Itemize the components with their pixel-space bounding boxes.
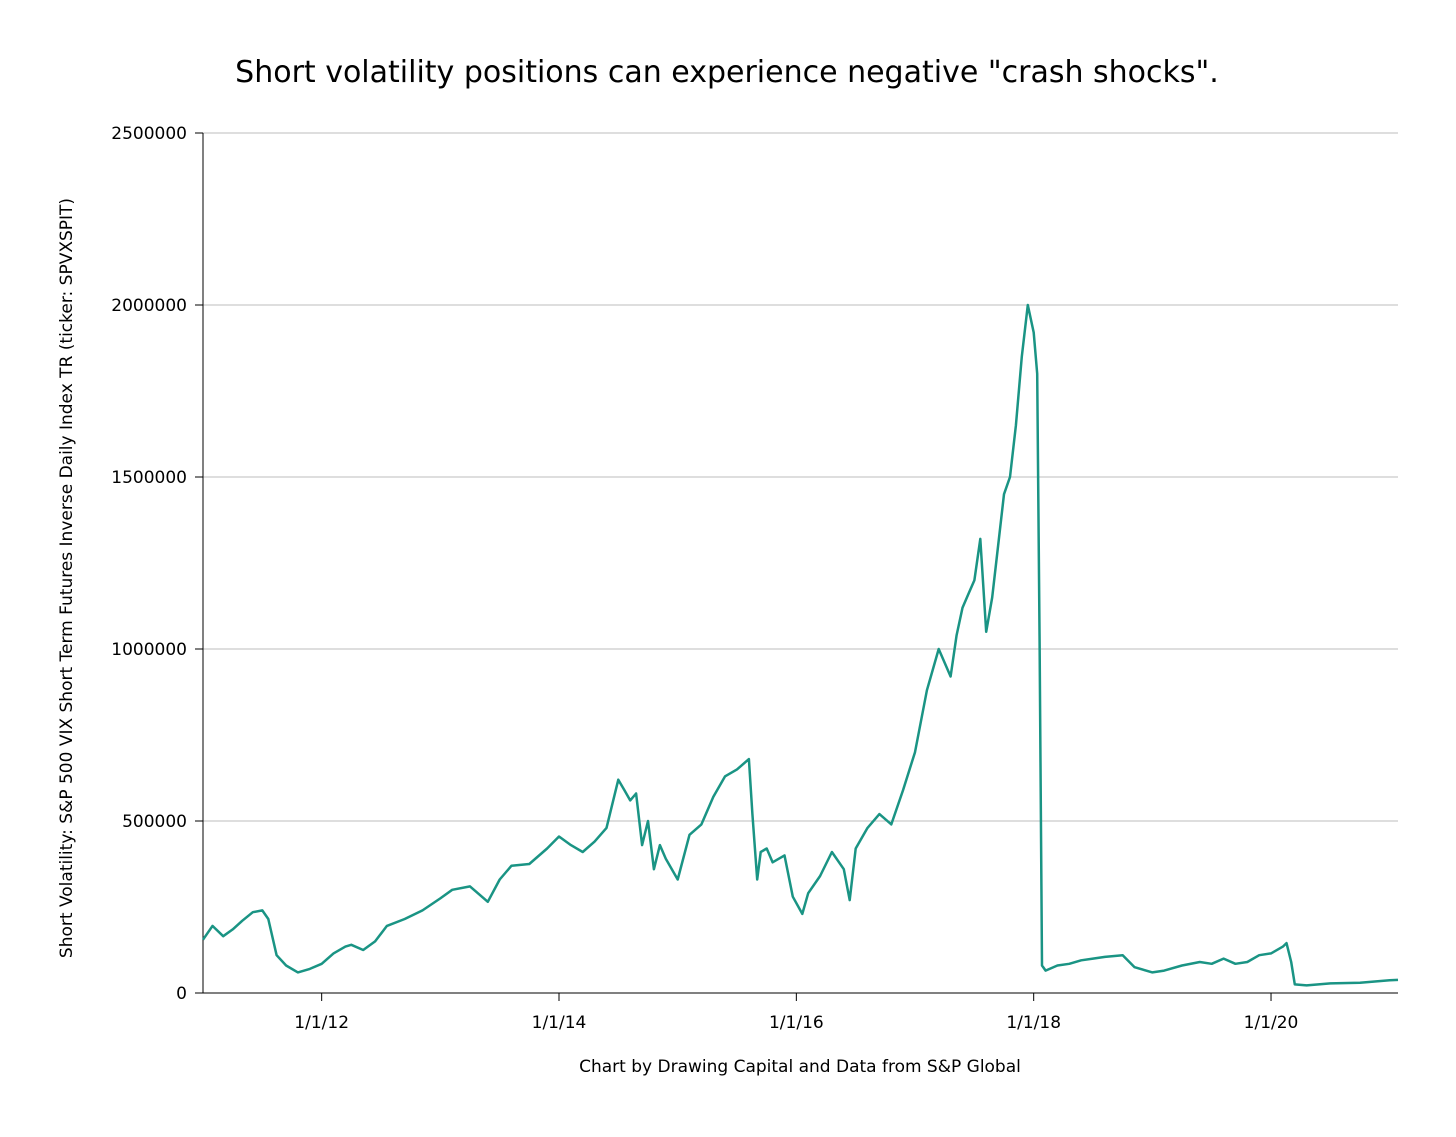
x-axis-ticks: 1/1/12 1/1/14 1/1/16 1/1/18 1/1/20: [294, 993, 1298, 1033]
series-group: [201, 303, 1399, 987]
x-tick-label: 1/1/20: [1244, 1013, 1299, 1033]
y-tick-label: 2500000: [111, 124, 187, 144]
y-tick-label: 1000000: [111, 640, 187, 660]
y-axis-label: Short Volatility: S&P 500 VIX Short Term…: [57, 198, 77, 958]
x-tick-label: 1/1/14: [532, 1013, 587, 1033]
axes: [202, 133, 1398, 994]
y-axis-ticks: 0 500000 1000000 1500000 2000000 2500000: [111, 124, 203, 1004]
chart-title: Short volatility positions can experienc…: [235, 55, 1219, 90]
x-tick-label: 1/1/18: [1006, 1013, 1061, 1033]
series-line-spvxspit: [201, 303, 1399, 987]
x-tick-label: 1/1/12: [294, 1013, 349, 1033]
y-tick-label: 1500000: [111, 468, 187, 488]
x-tick-label: 1/1/16: [769, 1013, 824, 1033]
y-tick-label: 500000: [122, 812, 187, 832]
x-axis-label: Chart by Drawing Capital and Data from S…: [579, 1057, 1021, 1077]
y-tick-label: 2000000: [111, 296, 187, 316]
gridlines: [203, 132, 1398, 822]
y-tick-label: 0: [176, 984, 187, 1004]
